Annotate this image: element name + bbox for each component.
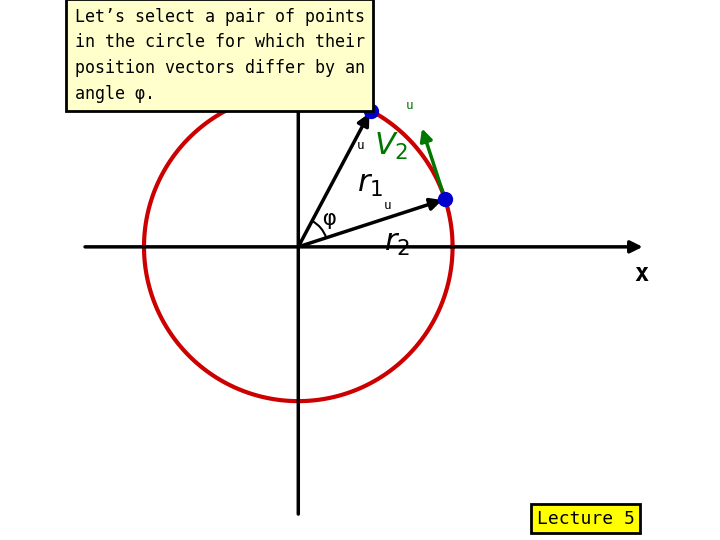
Text: y: y (307, 6, 322, 30)
Text: u: u (303, 43, 310, 56)
Text: Lecture 5: Lecture 5 (536, 510, 634, 528)
Text: Let’s select a pair of points
in the circle for which their
position vectors dif: Let’s select a pair of points in the cir… (75, 8, 364, 103)
Text: φ: φ (322, 208, 336, 228)
Text: u: u (406, 99, 413, 112)
Text: u: u (357, 139, 364, 152)
Text: $\mathit{V}_2$: $\mathit{V}_2$ (374, 131, 409, 161)
Text: u: u (384, 199, 391, 212)
Text: x: x (634, 262, 649, 286)
Text: $\mathit{V}_1$: $\mathit{V}_1$ (271, 42, 306, 72)
Text: $\mathit{r}_2$: $\mathit{r}_2$ (384, 227, 410, 258)
Text: $\mathit{r}_1$: $\mathit{r}_1$ (357, 168, 383, 199)
